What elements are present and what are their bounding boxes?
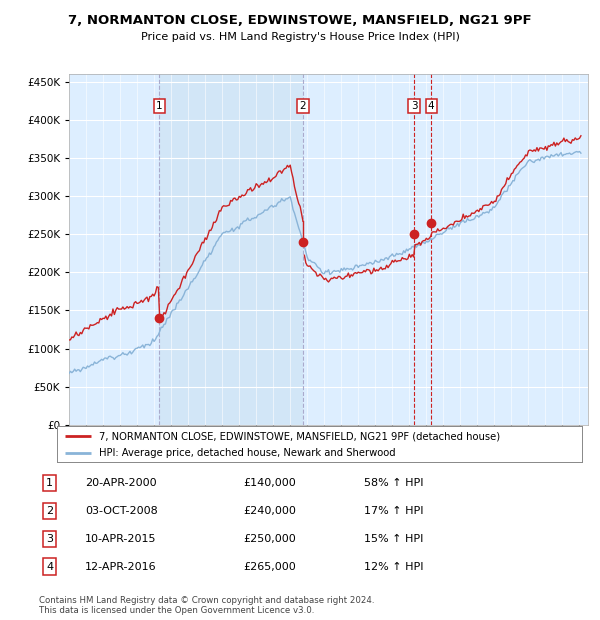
Text: 12% ↑ HPI: 12% ↑ HPI	[364, 562, 423, 572]
Text: 20-APR-2000: 20-APR-2000	[85, 478, 157, 488]
Text: This data is licensed under the Open Government Licence v3.0.: This data is licensed under the Open Gov…	[39, 606, 314, 616]
Text: £250,000: £250,000	[244, 534, 296, 544]
Text: £140,000: £140,000	[244, 478, 296, 488]
Text: Contains HM Land Registry data © Crown copyright and database right 2024.: Contains HM Land Registry data © Crown c…	[39, 596, 374, 606]
Text: 4: 4	[428, 101, 434, 111]
Text: 03-OCT-2008: 03-OCT-2008	[85, 506, 158, 516]
Text: 58% ↑ HPI: 58% ↑ HPI	[364, 478, 423, 488]
Text: £240,000: £240,000	[244, 506, 296, 516]
Text: HPI: Average price, detached house, Newark and Sherwood: HPI: Average price, detached house, Newa…	[99, 448, 395, 458]
Text: £265,000: £265,000	[244, 562, 296, 572]
Bar	[159, 74, 303, 425]
Text: 7, NORMANTON CLOSE, EDWINSTOWE, MANSFIELD, NG21 9PF (detached house): 7, NORMANTON CLOSE, EDWINSTOWE, MANSFIEL…	[99, 431, 500, 441]
Text: 17% ↑ HPI: 17% ↑ HPI	[364, 506, 423, 516]
Text: 1: 1	[156, 101, 163, 111]
Text: 4: 4	[46, 562, 53, 572]
Text: Price paid vs. HM Land Registry's House Price Index (HPI): Price paid vs. HM Land Registry's House …	[140, 32, 460, 42]
Text: 7, NORMANTON CLOSE, EDWINSTOWE, MANSFIELD, NG21 9PF: 7, NORMANTON CLOSE, EDWINSTOWE, MANSFIEL…	[68, 14, 532, 27]
Text: 12-APR-2016: 12-APR-2016	[85, 562, 157, 572]
Text: 3: 3	[46, 534, 53, 544]
Text: 1: 1	[46, 478, 53, 488]
Text: 2: 2	[46, 506, 53, 516]
Text: 15% ↑ HPI: 15% ↑ HPI	[364, 534, 423, 544]
Text: 10-APR-2015: 10-APR-2015	[85, 534, 157, 544]
Text: 2: 2	[299, 101, 306, 111]
Text: 3: 3	[411, 101, 418, 111]
